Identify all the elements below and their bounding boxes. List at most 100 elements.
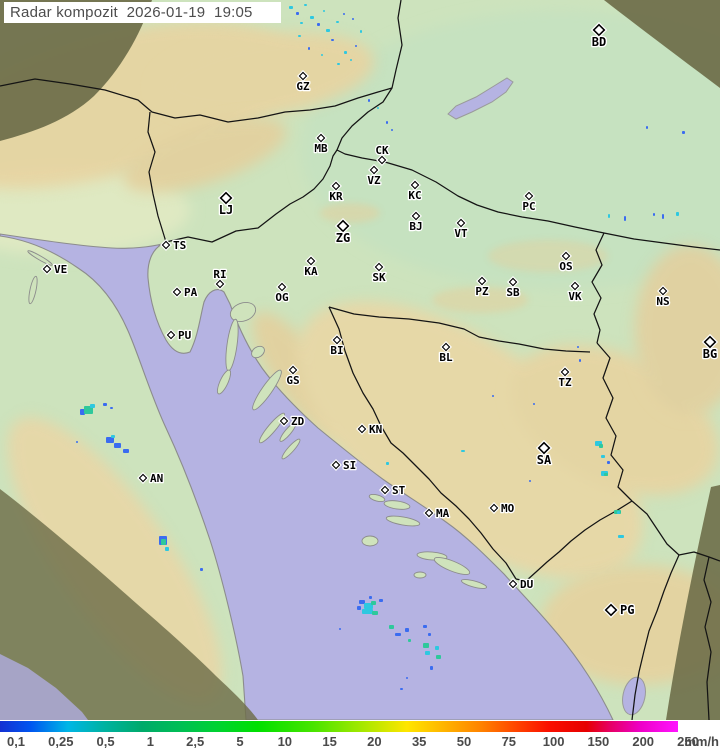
city-label: VT — [454, 227, 468, 240]
radar-echo — [114, 443, 121, 448]
radar-echo — [428, 633, 431, 636]
city-label: AN — [150, 472, 163, 485]
city-sb: SB — [505, 276, 521, 300]
city-marker-diamond — [537, 441, 551, 455]
legend-value-label: 5 — [236, 734, 244, 749]
city-marker-diamond — [166, 330, 176, 340]
city-ri: RI — [212, 267, 228, 290]
radar-echo — [371, 601, 376, 605]
radar-echo — [310, 16, 314, 19]
city-label: SI — [343, 459, 356, 472]
city-label: NS — [656, 295, 669, 308]
radar-echo — [599, 444, 603, 448]
radar-echo — [425, 651, 430, 655]
city-label: PA — [184, 286, 198, 299]
radar-echo — [323, 10, 325, 12]
radar-echo — [436, 655, 441, 659]
radar-echo — [359, 600, 365, 604]
lake-balaton — [447, 77, 514, 120]
city-marker-diamond — [561, 251, 571, 261]
city-ka: KA — [303, 255, 319, 279]
city-bl: BL — [438, 341, 454, 365]
radar-echo — [326, 29, 330, 32]
city-marker-diamond — [332, 335, 342, 345]
radar-echo — [386, 462, 389, 465]
city-bi: BI — [329, 334, 345, 358]
city-marker-diamond — [331, 460, 341, 470]
radar-echo — [492, 395, 494, 397]
city-ma: MA — [423, 506, 451, 521]
legend-value-label: 50 — [456, 734, 472, 749]
radar-echo — [676, 212, 679, 216]
city-label: BI — [330, 344, 343, 357]
radar-echo — [357, 606, 361, 610]
city-label: PZ — [475, 285, 489, 298]
city-marker-diamond — [524, 191, 534, 201]
radar-echo — [80, 409, 85, 415]
radar-echo — [608, 214, 610, 218]
radar-echo — [298, 35, 301, 37]
city-gs: GS — [285, 364, 301, 388]
radar-echo — [646, 126, 648, 129]
city-marker-diamond — [489, 503, 499, 513]
radar-echo — [362, 609, 373, 614]
radar-echo — [682, 131, 685, 134]
city-marker-diamond — [424, 508, 434, 518]
radar-echo — [289, 6, 293, 9]
out-of-range-top-left — [0, 0, 152, 141]
legend-value-label: 15 — [322, 734, 337, 749]
radar-echo — [90, 404, 95, 408]
city-bd: BD — [590, 21, 608, 50]
radar-echoes — [76, 4, 685, 690]
city-label: SB — [506, 286, 520, 299]
radar-echo — [308, 47, 310, 50]
radar-echo — [106, 437, 114, 443]
radar-echo — [372, 611, 378, 615]
city-label: MA — [436, 507, 450, 520]
city-kn: KN — [356, 422, 384, 437]
radar-echo — [352, 18, 354, 20]
city-marker-diamond — [316, 133, 326, 143]
city-label: PG — [620, 603, 634, 617]
intensity-legend: 0,1 0,25 0,5 1 2,5 5 10 15 20 35 50 75 100 150 200 250 … — [0, 720, 720, 751]
city-label: OS — [559, 260, 572, 273]
tyrrhenian-sea-dim — [0, 654, 88, 720]
city-marker-diamond — [560, 367, 570, 377]
city-label: ST — [392, 484, 406, 497]
city-marker-diamond — [703, 335, 717, 349]
radar-echo — [296, 12, 299, 15]
city-marker-diamond — [570, 281, 580, 291]
city-pu: PU — [165, 328, 193, 343]
radar-echo — [84, 406, 93, 414]
radar-echo — [300, 22, 303, 24]
city-an: AN — [137, 471, 165, 486]
city-marker-diamond — [441, 342, 451, 352]
city-pa: PA — [171, 285, 199, 300]
legend-value-label: 150 — [587, 734, 610, 749]
city-label: VK — [568, 290, 582, 303]
plain-pannonia — [300, 10, 720, 290]
radar-echo — [662, 214, 664, 219]
city-label: TZ — [558, 376, 572, 389]
radar-echo — [624, 216, 626, 221]
city-label: KR — [329, 190, 343, 203]
legend-value-label: 2,5 — [186, 734, 205, 749]
city-label: GS — [286, 374, 299, 387]
city-label: BJ — [409, 220, 422, 233]
city-os: OS — [558, 250, 574, 274]
out-of-range-bottom-left — [0, 489, 258, 720]
radar-echo — [533, 403, 535, 405]
city-marker-diamond — [336, 219, 350, 233]
radar-echo — [123, 449, 129, 453]
city-bg: BG — [701, 333, 719, 362]
city-label: KA — [304, 265, 318, 278]
city-ts: TS — [160, 238, 188, 253]
city-marker-diamond — [508, 277, 518, 287]
city-label: VE — [54, 263, 67, 276]
city-bj: BJ — [408, 210, 424, 234]
city-pc: PC — [521, 190, 537, 214]
radar-echo — [400, 688, 403, 690]
city-marker-diamond — [42, 264, 52, 274]
city-label: KN — [369, 423, 382, 436]
radar-echo — [389, 625, 394, 629]
